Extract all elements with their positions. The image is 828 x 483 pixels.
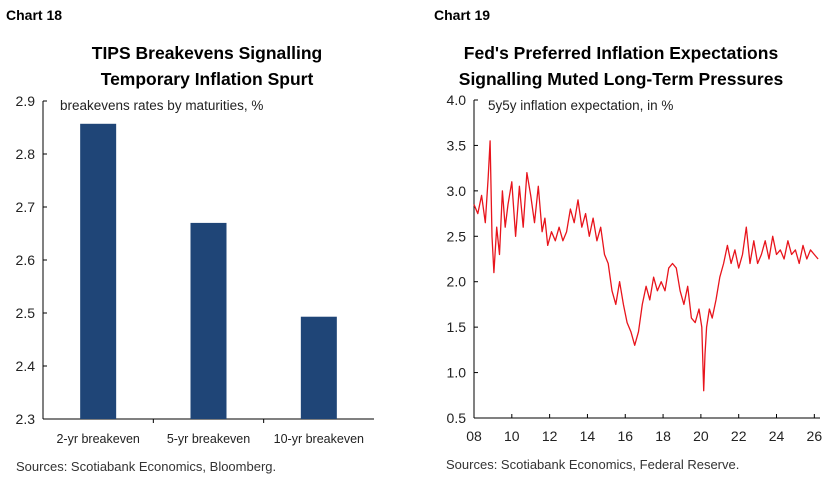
x-tick-label: 2-yr breakeven — [56, 432, 139, 446]
series-line — [473, 140, 819, 392]
y-tick-label: 3.5 — [447, 137, 467, 153]
y-tick-label: 2.5 — [447, 228, 467, 244]
chart-title-line-1: Fed's Preferred Inflation Expectations — [463, 43, 779, 63]
chart-title-line-2: Signalling Muted Long-Term Pressures — [458, 69, 784, 89]
bar — [300, 316, 337, 419]
y-tick-label: 2.3 — [16, 411, 36, 427]
x-tick-label: 14 — [580, 428, 596, 444]
chart-annotation: breakevens rates by maturities, % — [60, 98, 263, 113]
y-tick-label: 2.6 — [16, 252, 36, 268]
source-note: Sources: Scotiabank Economics, Bloomberg… — [16, 459, 277, 474]
chart-19-panel: Chart 19 Fed's Preferred Inflation Expec… — [414, 0, 828, 483]
x-tick-label: 08 — [466, 428, 482, 444]
chart-annotation: 5y5y inflation expectation, in % — [488, 98, 673, 113]
x-tick-label: 10-yr breakeven — [274, 432, 364, 446]
y-tick-label: 3.0 — [447, 183, 467, 199]
bar — [190, 222, 227, 419]
chart-title: TIPS Breakevens Signalling Temporary Inf… — [0, 40, 414, 92]
y-tick-label: 2.8 — [16, 146, 36, 162]
chart-title-line-1: TIPS Breakevens Signalling — [91, 43, 323, 63]
y-tick-label: 2.0 — [447, 274, 467, 290]
y-tick-label: 1.0 — [447, 365, 467, 381]
x-tick-label: 20 — [693, 428, 709, 444]
chart-number: Chart 19 — [434, 7, 491, 23]
x-tick-label: 26 — [807, 428, 823, 444]
x-tick-label: 22 — [731, 428, 747, 444]
y-tick-label: 0.5 — [447, 410, 467, 426]
y-tick-label: 2.5 — [16, 305, 36, 321]
source-note: Sources: Scotiabank Economics, Federal R… — [446, 457, 740, 472]
line-chart: 0.5 1.0 1.5 2.0 2.5 3.0 3.5 4.0 08 10 12 14 16 18 20 22… — [447, 92, 823, 444]
y-tick-label: 4.0 — [447, 92, 467, 108]
y-tick-label: 2.9 — [16, 93, 36, 109]
x-tick-label: 12 — [542, 428, 558, 444]
chart-number: Chart 18 — [6, 7, 63, 23]
y-tick-label: 2.7 — [16, 199, 36, 215]
x-tick-label: 24 — [769, 428, 785, 444]
chart-18-panel: Chart 18 TIPS Breakevens Signalling Temp… — [0, 7, 414, 474]
bar — [80, 123, 117, 419]
y-tick-label: 1.5 — [447, 319, 467, 335]
x-tick-label: 10 — [504, 428, 520, 444]
bar-chart: 2.3 2.4 2.5 2.6 2.7 2.8 2.9 2-yr breakeven 5-yr … — [16, 93, 374, 446]
y-tick-label: 2.4 — [16, 358, 36, 374]
x-tick-label: 16 — [617, 428, 633, 444]
chart-title-line-2: Temporary Inflation Spurt — [100, 69, 314, 89]
x-tick-label: 5-yr breakeven — [167, 432, 250, 446]
x-tick-label: 18 — [655, 428, 671, 444]
chart-title: Fed's Preferred Inflation Expectations S… — [414, 40, 828, 92]
